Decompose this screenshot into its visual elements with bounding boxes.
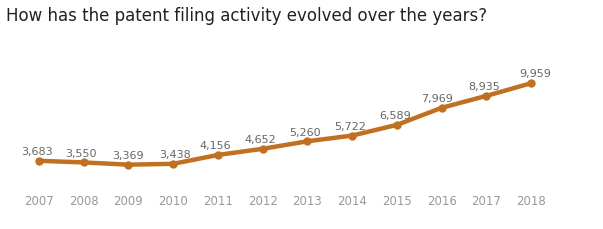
Text: 3,550: 3,550 xyxy=(66,149,97,159)
Text: 3,683: 3,683 xyxy=(21,147,52,157)
Text: 8,935: 8,935 xyxy=(469,82,500,92)
Text: 9,959: 9,959 xyxy=(520,69,552,79)
Text: 7,969: 7,969 xyxy=(421,94,453,104)
Text: 5,722: 5,722 xyxy=(334,122,366,132)
Text: 3,438: 3,438 xyxy=(160,150,191,160)
Text: How has the patent filing activity evolved over the years?: How has the patent filing activity evolv… xyxy=(6,7,487,25)
Text: 3,369: 3,369 xyxy=(113,151,144,161)
Text: 4,156: 4,156 xyxy=(200,141,232,151)
Text: 5,260: 5,260 xyxy=(289,128,321,138)
Text: 4,652: 4,652 xyxy=(245,135,276,145)
Text: 6,589: 6,589 xyxy=(379,111,411,121)
